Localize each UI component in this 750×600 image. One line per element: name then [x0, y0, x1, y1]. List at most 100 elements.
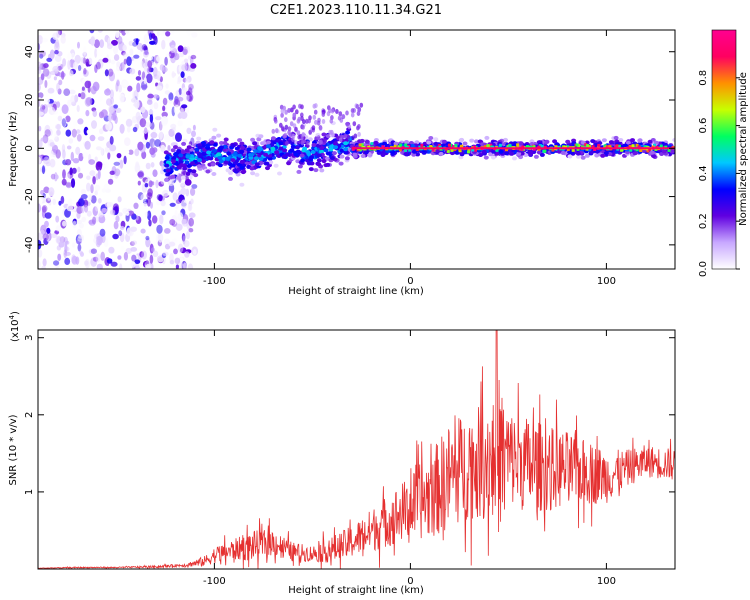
- spectrogram-cell: [55, 225, 61, 232]
- spectrogram-cell: [40, 137, 48, 142]
- spectrogram-cell: [170, 123, 177, 129]
- spectrogram-cell: [65, 159, 72, 166]
- spectrogram-cell: [250, 137, 256, 142]
- spectrogram-cell: [209, 140, 215, 145]
- spectrogram-cell: [77, 245, 82, 250]
- spectrogram-cell: [566, 147, 570, 151]
- spectrogram-cell: [429, 145, 433, 148]
- spectrogram-cell: [300, 140, 305, 146]
- spectrogram-cell: [156, 200, 161, 206]
- spectrogram-cell: [270, 136, 276, 141]
- spectrogram-cell: [254, 172, 260, 177]
- spectrogram-cell: [518, 141, 524, 146]
- spectrogram-cell: [292, 112, 297, 118]
- spectrogram-cell: [58, 30, 63, 36]
- spectrogram-cell: [80, 194, 88, 200]
- spectrogram-cell: [319, 168, 325, 173]
- spectrogram-cell: [143, 77, 147, 85]
- spectrogram-cell: [454, 143, 458, 147]
- spectrogram-cell: [178, 52, 184, 58]
- spectrogram-cell: [672, 138, 675, 142]
- spectrogram-cell: [109, 170, 116, 175]
- spectrogram-cell: [189, 154, 195, 159]
- spectrogram-cell: [411, 152, 417, 157]
- spectrogram-cell: [295, 145, 300, 150]
- spectrogram-cell: [169, 44, 176, 54]
- spectrogram-cell: [90, 85, 97, 95]
- spectrogram-cell: [165, 168, 171, 173]
- spectrogram-cell: [86, 182, 91, 192]
- spectrogram-cell: [170, 148, 176, 153]
- chart-title: C2E1.2023.110.11.34.G21: [270, 3, 442, 18]
- spectrogram-cell: [211, 172, 217, 176]
- spectrogram-cell: [160, 144, 166, 153]
- spectrogram-cell: [113, 45, 119, 55]
- spectrogram-cell: [155, 179, 159, 189]
- spectrogram-cell: [95, 253, 101, 263]
- spectrogram-cell: [38, 125, 42, 132]
- spectrogram-cell: [44, 212, 52, 219]
- spectrogram-cell: [186, 75, 192, 83]
- spectrogram-cell: [117, 196, 122, 203]
- spectrogram-cell: [373, 138, 379, 142]
- spectrogram-cell: [603, 151, 609, 156]
- spectrogram-cell: [519, 151, 525, 156]
- spectrogram-cell: [399, 143, 403, 147]
- spectrogram-cell: [254, 162, 260, 167]
- spectrogram-cell: [418, 145, 422, 149]
- spectrogram-cell: [62, 149, 66, 159]
- snr-ytick-label: 2: [24, 412, 35, 418]
- spectrogram-cell: [145, 122, 152, 128]
- spectrogram-cell: [488, 152, 494, 157]
- spectrogram-cell: [123, 58, 127, 65]
- spectrogram-cell: [127, 85, 133, 92]
- spectrogram-cell: [217, 155, 223, 160]
- spectrogram-cell: [631, 144, 635, 148]
- spectrogram-cell: [253, 156, 259, 161]
- spectrogram-cell: [181, 104, 188, 109]
- spectrogram-cell: [123, 251, 128, 261]
- spectrogram-cell: [84, 80, 91, 89]
- snr-panel: -100 0 100 1 2 3 Height of straight line (km)…: [8, 311, 676, 596]
- spectrogram-cell: [266, 140, 271, 145]
- spectrogram-cell: [212, 149, 218, 153]
- spectrogram-cell: [38, 61, 42, 71]
- spectrogram-cell: [48, 199, 52, 206]
- spectrogram-cell: [128, 40, 134, 46]
- spectrogram-cell: [284, 124, 289, 130]
- spectrogram-cell: [52, 65, 60, 73]
- spectrogram-ytick-label: -40: [24, 237, 35, 253]
- spectrogram-cell: [54, 131, 58, 140]
- spectrogram-cell: [187, 168, 193, 173]
- spectrogram-cell: [188, 217, 194, 227]
- spectrogram-cell: [560, 150, 566, 155]
- spectrogram-cell: [112, 111, 117, 121]
- spectrogram-cell: [415, 147, 419, 151]
- spectrogram-cell: [297, 134, 302, 140]
- spectrogram-cell: [109, 135, 114, 145]
- spectrogram-cell: [77, 172, 84, 179]
- spectrogram-cell: [92, 109, 98, 118]
- spectrogram-xtick-label: 0: [407, 276, 413, 287]
- spectrogram-cell: [94, 190, 98, 196]
- spectrogram-cell: [180, 175, 186, 180]
- spectrogram-cell: [78, 93, 82, 98]
- spectrogram-cell: [90, 36, 96, 46]
- spectrogram-cell: [99, 228, 106, 237]
- spectrogram-cell: [161, 210, 166, 216]
- spectrogram-cell: [119, 30, 123, 33]
- spectrogram-cell: [60, 195, 65, 204]
- spectrogram-cell: [158, 30, 166, 36]
- spectrogram-cell: [273, 163, 279, 168]
- spectrogram-cell: [38, 70, 43, 75]
- spectrogram-cell: [38, 260, 41, 269]
- spectrogram-cell: [130, 261, 136, 268]
- spectrogram-cell: [176, 91, 180, 97]
- spectrogram-cell: [180, 182, 186, 188]
- spectrogram-cell: [186, 231, 190, 240]
- spectrogram-cell: [606, 145, 609, 149]
- spectrogram-cell: [92, 206, 99, 217]
- spectrogram-cell: [38, 232, 44, 241]
- spectrogram-cell: [75, 239, 82, 245]
